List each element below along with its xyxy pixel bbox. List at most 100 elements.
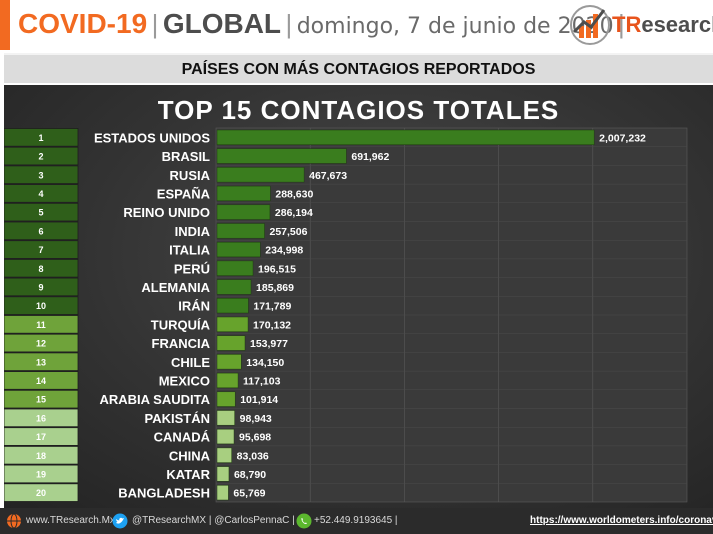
tresearch-logo-icon [570,5,610,45]
rank-cell [4,146,79,166]
source-link[interactable]: https://www.worldometers.info/coronaviru… [530,515,713,526]
bar [216,447,232,463]
rank-cell [4,128,79,147]
value-label: 2,007,232 [599,132,646,144]
bar [216,148,347,164]
bar [216,372,239,389]
rank-label: 14 [36,376,46,386]
value-label: 83,036 [237,450,269,462]
category-label: KATAR [166,467,210,482]
title-date: domingo, 7 de junio de 2020 [296,14,614,39]
rank-cell [4,352,79,371]
rank-label: 18 [36,451,46,461]
rank-cell [4,258,79,278]
category-label: MEXICO [159,373,210,388]
rank-label: 9 [38,282,43,292]
rank-label: 10 [36,301,46,311]
value-label: 467,673 [309,170,347,182]
title-global: GLOBAL [162,8,282,39]
value-label: 101,914 [240,394,278,406]
rank-label: 15 [36,395,46,405]
rank-label: 8 [38,264,43,274]
value-label: 196,515 [258,263,296,275]
value-label: 95,698 [239,432,271,444]
accent-bar [0,0,10,50]
category-label: ESPAÑA [157,186,211,201]
rank-cell [4,408,79,428]
value-label: 234,998 [265,245,303,257]
bar [216,204,271,220]
value-label: 153,977 [250,338,288,350]
rank-label: 1 [38,133,43,143]
category-label: ALEMANIA [141,280,210,295]
bar [216,129,595,145]
rank-label: 19 [36,469,46,479]
bar [216,241,261,258]
rank-label: 17 [36,432,46,442]
rank-label: 2 [38,152,43,162]
page-title: COVID-19 | GLOBAL | domingo, 7 de junio … [18,8,625,40]
rank-cell [4,389,79,409]
category-label: INDIA [175,224,211,239]
title-separator: | [285,9,293,39]
chart-title: TOP 15 CONTAGIOS TOTALES [157,95,560,125]
rank-label: 4 [38,189,43,199]
rank-label: 12 [36,339,46,349]
footer-website[interactable]: www.TResearch.Mx [26,515,115,526]
footer: www.TResearch.Mx @TResearchMX | @CarlosP… [0,508,713,534]
bar [216,298,249,314]
rank-label: 7 [38,245,43,255]
bar [216,260,254,276]
value-label: 691,962 [351,151,389,163]
value-label: 170,132 [253,319,291,331]
footer-twitter[interactable]: @TResearchMX | @CarlosPennaC | [132,515,295,526]
category-label: BANGLADESH [118,486,210,501]
rank-cell [4,464,79,484]
rank-cell [4,202,79,222]
category-label: IRÁN [178,299,210,314]
bar [216,354,242,370]
bar [216,316,249,332]
title-separator: | [151,9,159,39]
whatsapp-icon [296,513,312,529]
category-label: RUSIA [170,168,211,183]
rank-cell [4,333,79,353]
value-label: 286,194 [275,207,313,219]
value-label: 134,150 [246,357,284,369]
category-label: FRANCIA [152,336,211,351]
chart-panel: 1 ESTADOS UNIDOS 2,007,232 2 BRASIL 691,962 3 R… [4,85,713,508]
bar [216,428,235,445]
bar [216,167,305,183]
category-label: REINO UNIDO [123,205,210,220]
title-covid: COVID-19 [18,8,148,39]
category-label: CHILE [171,355,210,370]
category-label: PERÚ [174,261,210,276]
rank-cell [4,184,79,203]
category-label: ARABIA SAUDITA [100,392,211,407]
value-label: 65,769 [233,488,265,500]
bar [216,279,252,295]
value-label: 288,630 [275,188,313,200]
category-label: CANADÁ [154,430,211,445]
rank-label: 13 [36,357,46,367]
rank-label: 11 [36,320,46,330]
subtitle-bar: PAÍSES CON MÁS CONTAGIOS REPORTADOS [4,53,713,83]
rank-cell [4,296,79,315]
rank-cell [4,221,79,241]
category-label: ITALIA [169,243,211,258]
logo-text: TResearch [612,12,713,37]
bar [216,466,230,482]
value-label: 68,790 [234,469,266,481]
category-label: ESTADOS UNIDOS [94,130,210,145]
value-label: 171,789 [253,301,291,313]
rank-cell [4,315,79,334]
category-label: PAKISTÁN [145,411,210,426]
rank-label: 3 [38,170,43,180]
value-label: 117,103 [243,375,281,387]
footer-whatsapp[interactable]: +52.449.9193645 | [314,515,398,526]
bar-chart: 1 ESTADOS UNIDOS 2,007,232 2 BRASIL 691,962 3 R… [4,127,688,503]
category-label: CHINA [169,448,211,463]
bar [216,335,246,351]
bar [216,485,229,501]
rank-cell [4,427,79,446]
